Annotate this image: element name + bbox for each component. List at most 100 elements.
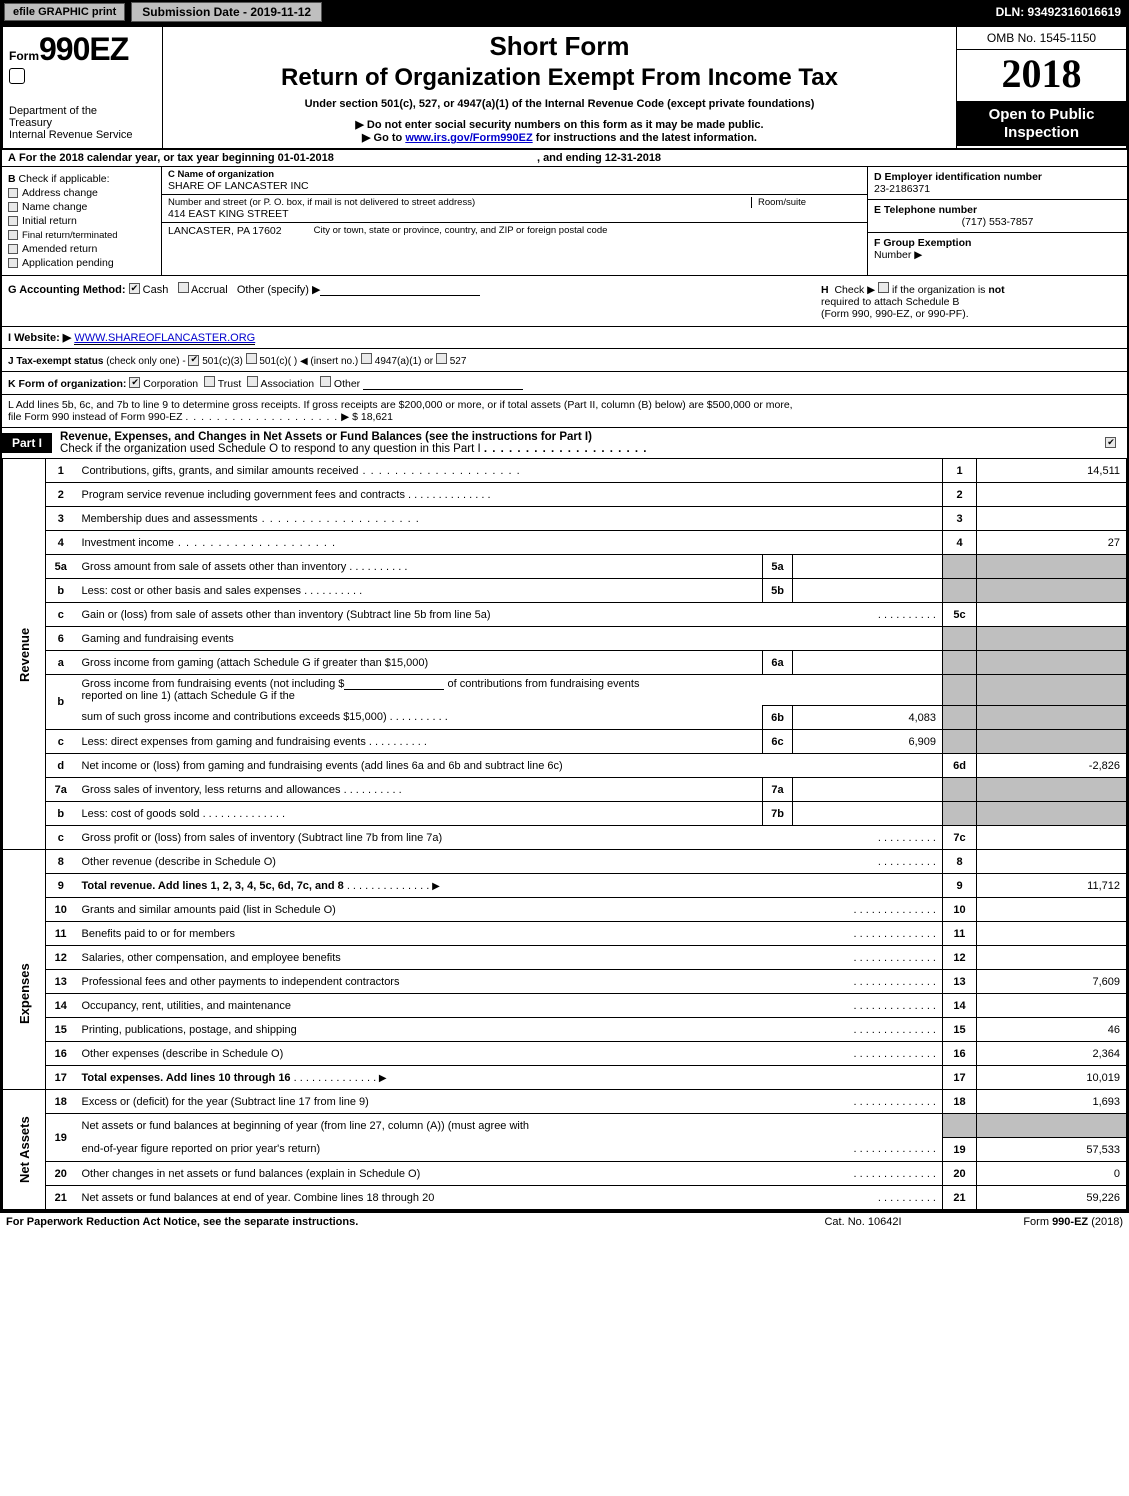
line-20-desc: Other changes in net assets or fund bala… — [82, 1168, 421, 1180]
line-6c-desc: Less: direct expenses from gaming and fu… — [82, 736, 366, 748]
line-4-num: 4 — [46, 531, 76, 555]
line-7c-val — [977, 826, 1127, 850]
main-lines-table: Revenue 1 Contributions, gifts, grants, … — [2, 458, 1127, 1210]
line-6c-shade — [943, 730, 977, 754]
line-12-desc: Salaries, other compensation, and employ… — [82, 952, 341, 964]
label-b: B — [8, 173, 16, 185]
line-5a-subval — [793, 555, 943, 579]
other-org-input[interactable] — [363, 378, 523, 390]
line-6b-desc4: sum of such gross income and contributio… — [82, 711, 387, 723]
checkbox-schedule-b[interactable] — [878, 282, 889, 293]
checkbox-association[interactable] — [247, 376, 258, 387]
sidelabel-blank2 — [3, 874, 46, 898]
accounting-method-label: G Accounting Method: — [8, 284, 126, 296]
row-gh: G Accounting Method: Cash Accrual Other … — [2, 275, 1127, 326]
line-18-desc: Excess or (deficit) for the year (Subtra… — [82, 1096, 369, 1108]
line-11-desc: Benefits paid to or for members — [82, 928, 235, 940]
checkbox-cash[interactable] — [129, 283, 140, 294]
line-7c-desc: Gross profit or (loss) from sales of inv… — [82, 832, 443, 844]
line-11-num: 11 — [46, 922, 76, 946]
line-19-shade — [943, 1114, 977, 1138]
line-4-val: 27 — [977, 531, 1127, 555]
line-5c-num: c — [46, 603, 76, 627]
line-4-desc: Investment income — [82, 537, 174, 549]
line-6d-val: -2,826 — [977, 754, 1127, 778]
form-number-footer: Form 990-EZ (2018) — [943, 1216, 1123, 1228]
line-11-box: 11 — [943, 922, 977, 946]
checkbox-pending[interactable] — [8, 258, 18, 268]
checkbox-corporation[interactable] — [129, 377, 140, 388]
line-14-box: 14 — [943, 994, 977, 1018]
insert-no: ◀ (insert no.) — [300, 356, 358, 367]
checkbox-amended[interactable] — [8, 244, 18, 254]
checkbox-other-org[interactable] — [320, 376, 331, 387]
org-name: SHARE OF LANCASTER INC — [168, 180, 309, 192]
checkbox-name-change[interactable] — [8, 202, 18, 212]
checkbox-schedule-o[interactable] — [1105, 437, 1116, 448]
line-3-desc: Membership dues and assessments — [82, 513, 258, 525]
short-form-title: Short Form — [169, 31, 950, 62]
checkbox-initial-return[interactable] — [8, 216, 18, 226]
line-6d-box: 6d — [943, 754, 977, 778]
line-7b-desc: Less: cost of goods sold — [82, 808, 200, 820]
note2-post: for instructions and the latest informat… — [533, 132, 757, 144]
address-change-label: Address change — [22, 187, 98, 199]
checkbox-501c[interactable] — [246, 353, 257, 364]
line-20-box: 20 — [943, 1162, 977, 1186]
line-19-desc2: end-of-year figure reported on prior yea… — [82, 1143, 321, 1155]
part-1-badge: Part I — [2, 433, 52, 453]
open-line-2: Inspection — [1004, 124, 1079, 141]
line-5c-val — [977, 603, 1127, 627]
accrual-label: Accrual — [191, 284, 228, 296]
line-3-num: 3 — [46, 507, 76, 531]
line-5c-box: 5c — [943, 603, 977, 627]
irs-link[interactable]: www.irs.gov/Form990EZ — [405, 132, 532, 144]
sidelabel-revenue: Revenue — [3, 459, 46, 850]
form-code: 990EZ — [39, 31, 128, 67]
tax-status-sub: (check only one) - — [106, 356, 185, 367]
line-1-desc: Contributions, gifts, grants, and simila… — [82, 465, 359, 477]
line-9-box: 9 — [943, 874, 977, 898]
line-14-desc: Occupancy, rent, utilities, and maintena… — [82, 1000, 292, 1012]
other-specify-input[interactable] — [320, 284, 480, 296]
line-6c-num: c — [46, 730, 76, 754]
line-12-box: 12 — [943, 946, 977, 970]
line-7b-subval — [793, 802, 943, 826]
dept-line-3: Internal Revenue Service — [9, 129, 156, 141]
line-17-desc: Total expenses. Add lines 10 through 16 — [82, 1072, 291, 1084]
l-dots — [185, 411, 338, 423]
form-frame: Form990EZ Short Form Return of Organizat… — [0, 24, 1129, 1212]
line-6b-desc2: of contributions from fundraising events — [447, 678, 639, 690]
checkbox-accrual[interactable] — [178, 282, 189, 293]
line-6a-desc: Gross income from gaming (attach Schedul… — [82, 657, 429, 669]
efile-print-button[interactable]: efile GRAPHIC print — [4, 3, 125, 21]
part-1-title: Revenue, Expenses, and Changes in Net As… — [60, 431, 592, 443]
checkbox-trust[interactable] — [204, 376, 215, 387]
line-7c-num: c — [46, 826, 76, 850]
checkbox-final-return[interactable] — [8, 230, 18, 240]
line-9-num: 9 — [46, 874, 76, 898]
line-5b-subval — [793, 579, 943, 603]
form-prefix: Form — [9, 49, 39, 63]
top-bar: efile GRAPHIC print Submission Date - 20… — [0, 0, 1129, 24]
omb-number: OMB No. 1545-1150 — [957, 27, 1126, 50]
line-5b-shade-val — [977, 579, 1127, 603]
line-7a-subval — [793, 778, 943, 802]
line-18-box: 18 — [943, 1090, 977, 1114]
line-7a-shade — [943, 778, 977, 802]
checkbox-4947[interactable] — [361, 353, 372, 364]
line-16-desc: Other expenses (describe in Schedule O) — [82, 1048, 284, 1060]
website-link[interactable]: WWW.SHAREOFLANCASTER.ORG — [74, 332, 255, 345]
line-1-val: 14,511 — [977, 459, 1127, 483]
line-7a-desc: Gross sales of inventory, less returns a… — [82, 784, 341, 796]
line-6c-shade-val — [977, 730, 1127, 754]
line-6a-shade-val — [977, 651, 1127, 675]
sidelabel-netassets: Net Assets — [3, 1090, 46, 1210]
line-16-num: 16 — [46, 1042, 76, 1066]
website-label: I Website: ▶ — [8, 332, 71, 344]
checkbox-527[interactable] — [436, 353, 447, 364]
checkbox-address-change[interactable] — [8, 188, 18, 198]
row-i-website: I Website: ▶ WWW.SHAREOFLANCASTER.ORG — [2, 326, 1127, 348]
line-6b-blank[interactable] — [344, 678, 444, 690]
checkbox-501c3[interactable] — [188, 355, 199, 366]
